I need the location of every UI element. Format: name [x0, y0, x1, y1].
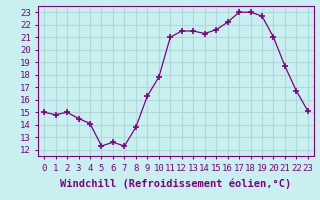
X-axis label: Windchill (Refroidissement éolien,°C): Windchill (Refroidissement éolien,°C)	[60, 178, 292, 189]
